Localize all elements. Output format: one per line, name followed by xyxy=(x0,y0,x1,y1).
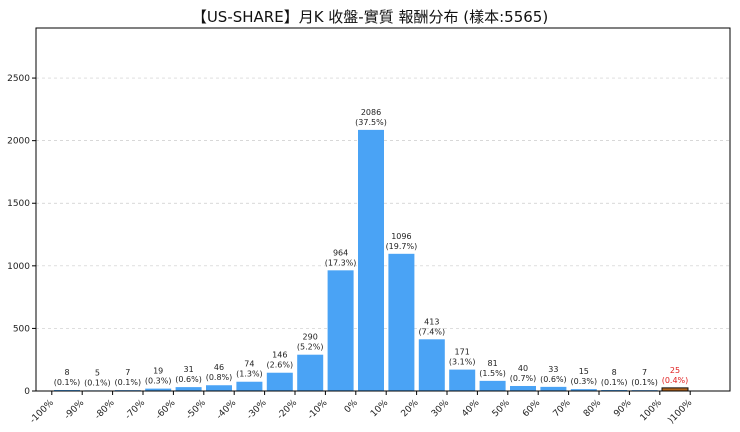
x-tick-label: -60% xyxy=(154,398,178,422)
x-tick-label: 30% xyxy=(430,398,452,420)
bar-labels: 8(0.1%)5(0.1%)7(0.1%)19(0.3%)31(0.6%)46(… xyxy=(54,108,689,387)
bar-count-label: 7 xyxy=(125,368,130,377)
bar xyxy=(266,372,293,391)
bar xyxy=(54,389,80,391)
bar-count-label: 25 xyxy=(670,366,680,375)
y-tick-label: 1000 xyxy=(7,262,30,272)
bar-percent-label: (0.7%) xyxy=(510,374,537,383)
x-tick-label: -10% xyxy=(306,398,330,422)
bar xyxy=(449,369,476,391)
bar-percent-label: (0.1%) xyxy=(84,378,111,387)
x-tick-label: )100% xyxy=(667,398,695,426)
plot-frame xyxy=(35,27,731,392)
bar-percent-label: (0.3%) xyxy=(571,377,598,386)
bar-count-label: 964 xyxy=(333,248,348,257)
y-tick-label: 2500 xyxy=(7,74,30,84)
bar-count-label: 5 xyxy=(95,368,100,377)
bar-percent-label: (37.5%) xyxy=(355,118,387,127)
bar-count-label: 413 xyxy=(424,317,439,326)
bar-count-label: 19 xyxy=(153,367,163,376)
bar xyxy=(206,385,232,391)
bar xyxy=(145,388,172,391)
x-tick-label: 80% xyxy=(582,398,604,420)
y-tick-label: 500 xyxy=(13,324,30,334)
x-tick-label: -100% xyxy=(28,398,56,426)
x-tick-label: -30% xyxy=(245,398,269,422)
bar-count-label: 31 xyxy=(184,365,194,374)
bar-percent-label: (3.1%) xyxy=(449,358,476,367)
bar xyxy=(601,389,628,391)
bar-count-label: 290 xyxy=(303,333,318,342)
x-tick-label: 40% xyxy=(460,398,482,420)
x-tick-label: -80% xyxy=(93,398,117,422)
x-tick-label: -50% xyxy=(184,398,208,422)
chart-title: 【US-SHARE】月K 收盤-實質 報酬分布 (樣本:5565) xyxy=(192,8,548,26)
x-tick-label: -70% xyxy=(124,398,148,422)
bar xyxy=(327,270,354,391)
bar-percent-label: (0.8%) xyxy=(206,373,233,382)
bar-count-label: 146 xyxy=(272,351,287,360)
bar-count-label: 8 xyxy=(64,368,69,377)
bar xyxy=(175,387,202,391)
y-tick-label: 0 xyxy=(24,387,30,397)
bar xyxy=(570,389,597,391)
bar-percent-label: (0.1%) xyxy=(631,378,658,387)
x-tick-label: 10% xyxy=(369,398,391,420)
grid xyxy=(36,77,730,329)
axes xyxy=(35,27,731,392)
bar xyxy=(297,354,324,391)
bar-count-label: 15 xyxy=(579,367,589,376)
bar xyxy=(388,253,415,391)
y-tick-label: 2000 xyxy=(7,137,30,147)
bar-count-label: 40 xyxy=(518,364,528,373)
bar xyxy=(358,129,384,391)
x-tick-label: 90% xyxy=(612,398,634,420)
x-tick-label: -90% xyxy=(63,398,87,422)
bar-percent-label: (0.6%) xyxy=(175,375,202,384)
bar xyxy=(236,381,263,391)
bar-percent-label: (19.7%) xyxy=(386,242,418,251)
bar-count-label: 8 xyxy=(612,368,617,377)
x-tick-label: 50% xyxy=(491,398,513,420)
y-tick-label: 1500 xyxy=(7,199,30,209)
bar-percent-label: (0.6%) xyxy=(540,375,567,384)
bar xyxy=(540,386,567,391)
bar xyxy=(479,380,506,391)
y-ticks: 0 500 1000 1500 2000 2500 xyxy=(7,74,36,397)
bar-count-label: 33 xyxy=(548,365,558,374)
bar-percent-label: (0.4%) xyxy=(662,376,689,385)
x-tick-label: 60% xyxy=(521,398,543,420)
x-tick-label: -40% xyxy=(215,398,239,422)
x-tick-label: 0% xyxy=(343,398,360,415)
x-tick-label: 70% xyxy=(551,398,573,420)
bar-percent-label: (1.3%) xyxy=(236,370,263,379)
bar-percent-label: (0.1%) xyxy=(115,378,142,387)
bar-percent-label: (17.3%) xyxy=(325,258,357,267)
bar xyxy=(510,385,536,391)
x-tick-label: 100% xyxy=(639,398,665,424)
bar-count-label: 1096 xyxy=(391,232,411,241)
bar-percent-label: (2.6%) xyxy=(267,361,294,370)
bar-percent-label: (0.3%) xyxy=(145,377,172,386)
bar-percent-label: (7.4%) xyxy=(419,327,446,336)
bar-count-label: 46 xyxy=(214,363,224,372)
bar-count-label: 2086 xyxy=(361,108,381,117)
bar-count-label: 81 xyxy=(488,359,498,368)
bar-percent-label: (1.5%) xyxy=(479,369,506,378)
x-ticks: -100% -90% -80% -70% -60% -50% -40% -30% -20% -10… xyxy=(28,391,695,426)
x-tick-label: -20% xyxy=(276,398,300,422)
bar-count-label: 74 xyxy=(244,360,254,369)
bars xyxy=(54,129,689,392)
bar-percent-label: (5.2%) xyxy=(297,343,324,352)
bar-percent-label: (0.1%) xyxy=(601,378,628,387)
x-tick-label: 20% xyxy=(399,398,421,420)
bar-count-label: 171 xyxy=(455,348,470,357)
bar-percent-label: (0.1%) xyxy=(54,378,81,387)
bar-count-label: 7 xyxy=(642,368,647,377)
bar xyxy=(418,339,445,391)
